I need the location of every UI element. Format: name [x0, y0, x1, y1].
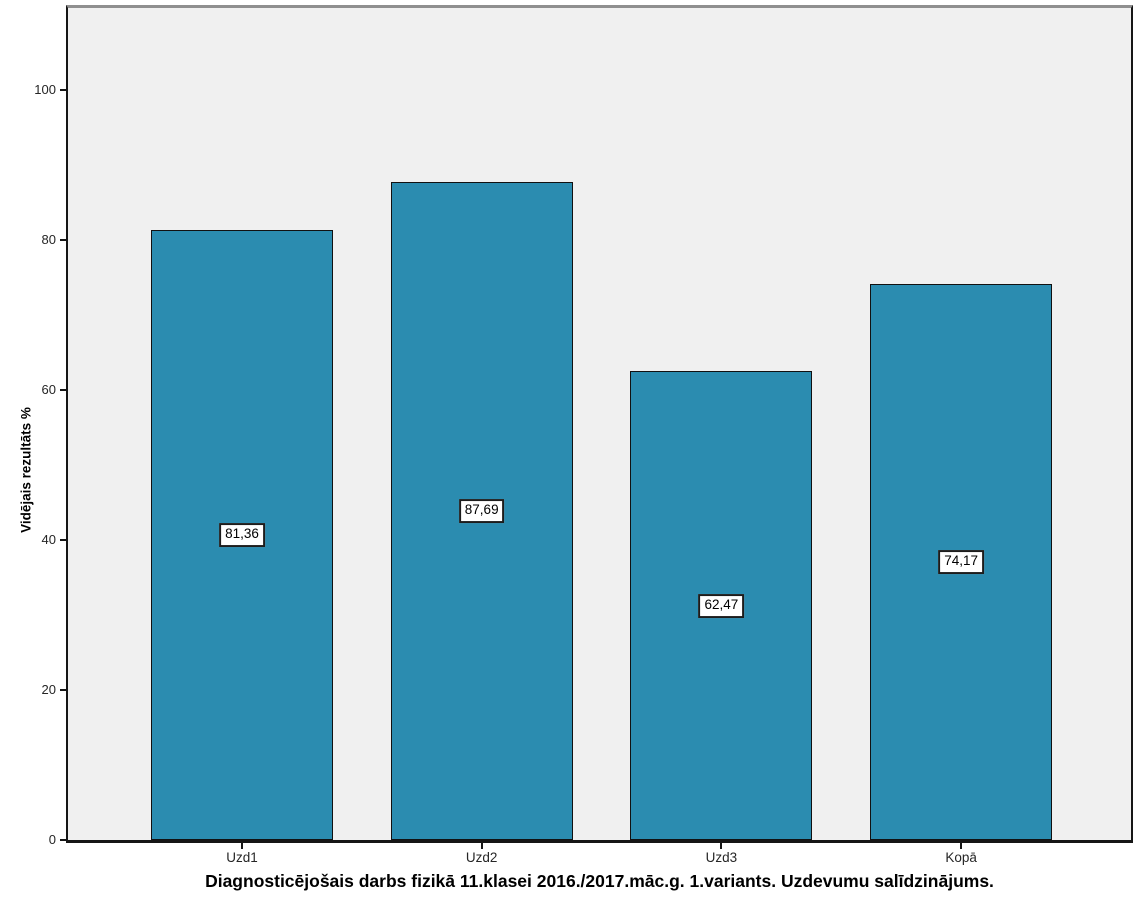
y-axis-title: Vidējais rezultāts % [18, 407, 34, 533]
y-tick-mark [60, 689, 66, 691]
y-tick-mark [60, 539, 66, 541]
bar-value-label: 62,47 [698, 593, 745, 618]
y-tick-label: 20 [41, 682, 56, 697]
y-tick-label: 100 [34, 82, 56, 97]
y-tick-mark [60, 839, 66, 841]
y-tick-mark [60, 389, 66, 391]
x-tick-mark [241, 843, 243, 849]
x-tick-label-Kopā: Kopā [945, 850, 977, 865]
chart-title: Diagnosticējošais darbs fizikā 11.klasei… [205, 871, 994, 891]
x-tick-label-Uzd1: Uzd1 [226, 850, 258, 865]
bar-value-label: 81,36 [219, 522, 265, 547]
bar-value-label: 87,69 [458, 499, 505, 524]
x-tick-mark [960, 843, 963, 849]
y-tick-label: 40 [41, 532, 56, 547]
y-tick-mark [60, 239, 66, 241]
y-tick-label: 0 [48, 832, 56, 847]
x-tick-label-Uzd2: Uzd2 [465, 850, 498, 865]
x-tick-label-Uzd3: Uzd3 [705, 850, 738, 865]
bar-value-label: 74,17 [938, 549, 984, 574]
x-tick-mark [720, 843, 723, 849]
y-tick-label: 80 [41, 232, 56, 247]
bars-layer: 81,36 87,69 62,47 74,17 [68, 8, 1131, 840]
y-tick-label: 60 [41, 382, 56, 397]
y-tick-mark [60, 89, 66, 91]
x-tick-mark [480, 843, 483, 849]
